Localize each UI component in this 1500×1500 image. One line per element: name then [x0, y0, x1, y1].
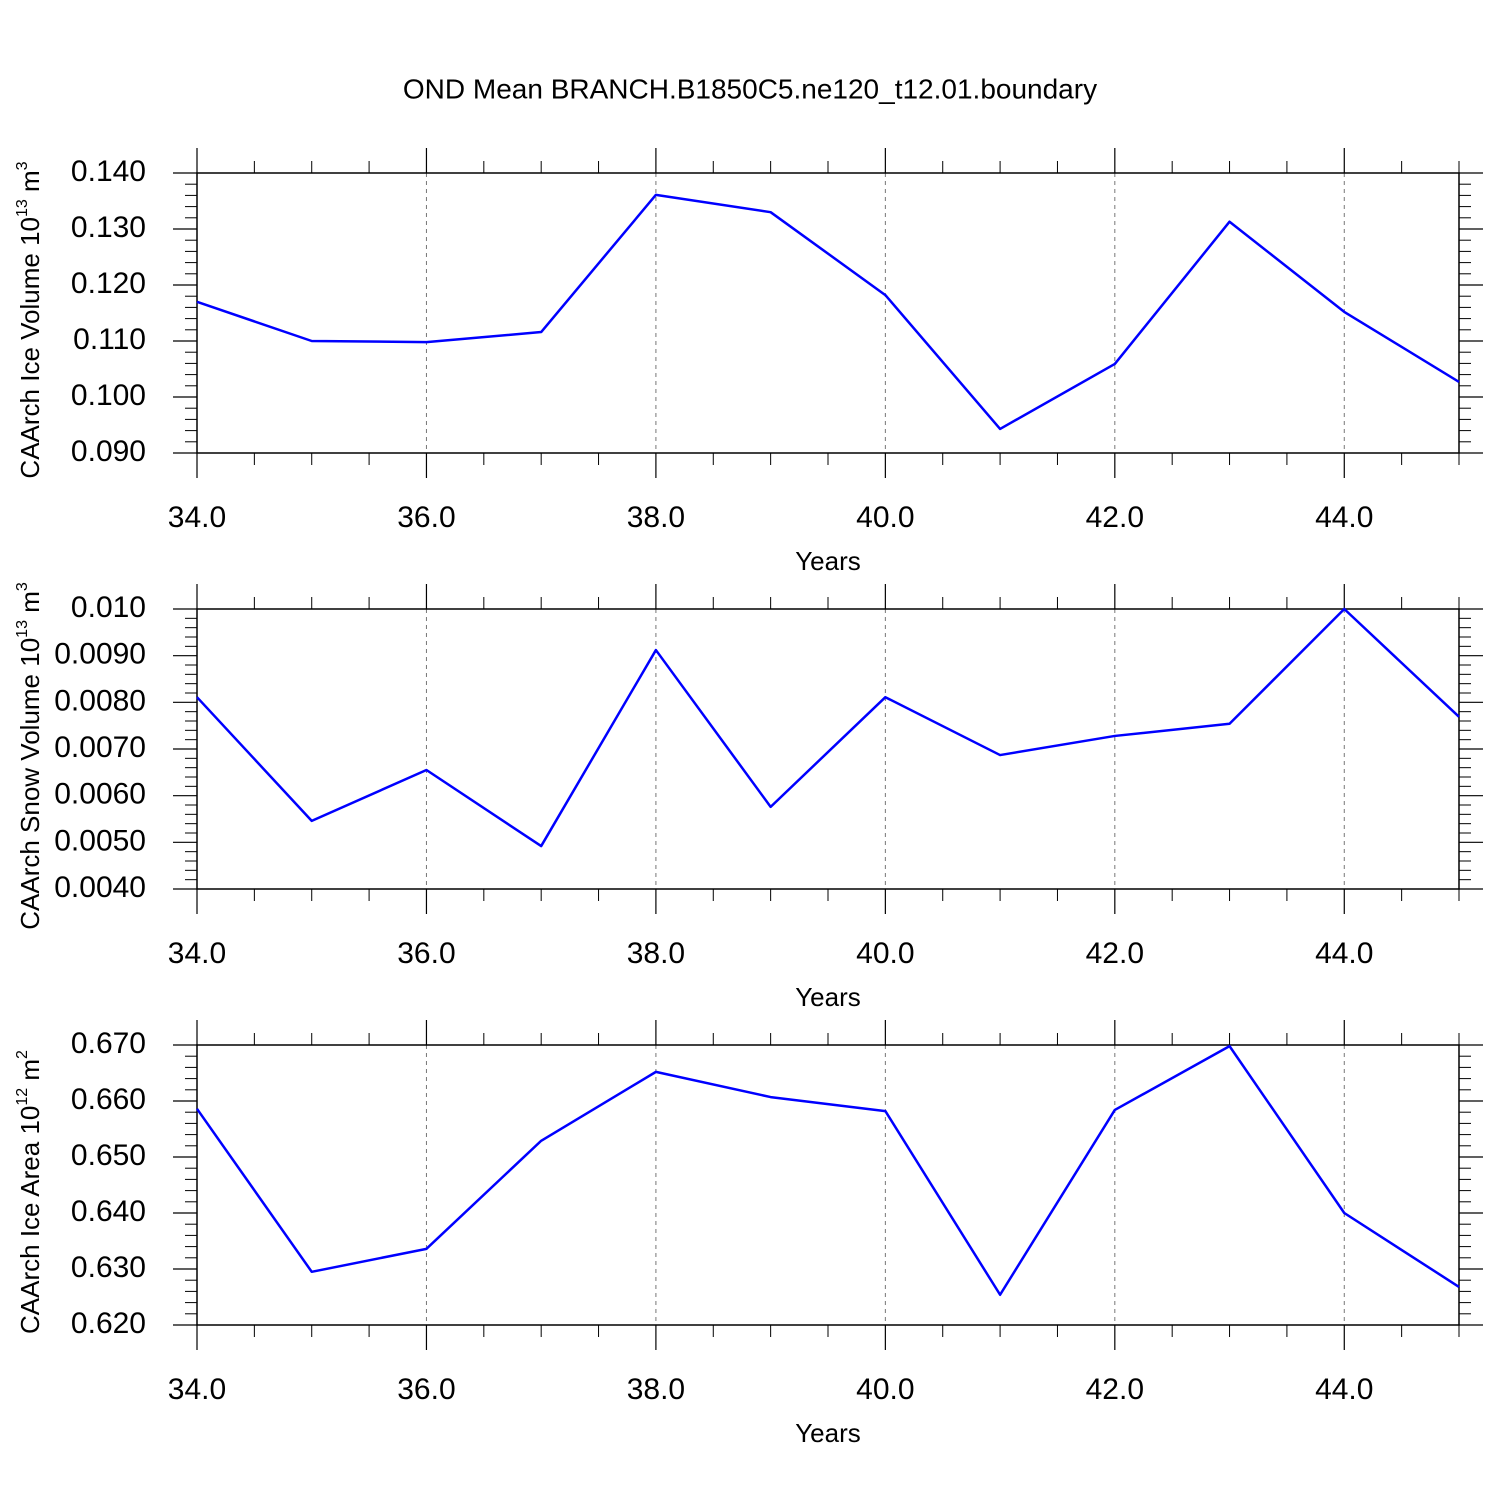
y-tick-label: 0.110: [73, 323, 146, 356]
y-tick-label: 0.0090: [54, 638, 146, 671]
y-tick-label: 0.120: [71, 267, 146, 300]
y-tick-label: 0.650: [71, 1139, 146, 1172]
y-tick-label: 0.010: [71, 591, 146, 624]
data-line: [195, 1044, 1460, 1297]
x-tick-label: 40.0: [856, 501, 914, 534]
y-tick-label: 0.090: [71, 435, 146, 468]
y-axis-label-part: m: [15, 591, 45, 620]
y-tick-label: 0.630: [71, 1251, 146, 1284]
y-tick-label: 0.100: [71, 379, 146, 412]
y-tick-label: 0.670: [71, 1027, 146, 1060]
y-axis-label-exponent: 12: [14, 1088, 31, 1106]
x-tick-label: 44.0: [1315, 937, 1373, 970]
y-axis-label-part: CAArch Snow Volume 10: [15, 638, 45, 930]
x-tick-label: 34.0: [168, 501, 226, 534]
y-axis-label: CAArch Snow Volume 1013 m3: [14, 582, 45, 930]
y-tick-label: 0.0050: [54, 824, 146, 857]
data-line: [196, 193, 1460, 431]
x-tick-label: 44.0: [1315, 1373, 1373, 1406]
y-tick-label: 0.660: [71, 1083, 146, 1116]
y-tick-label: 0.130: [71, 211, 146, 244]
x-tick-label: 42.0: [1086, 501, 1144, 534]
x-tick-label: 38.0: [627, 1373, 685, 1406]
y-axis-label-exponent: 13: [14, 620, 31, 638]
y-axis-label: CAArch Ice Volume 1013 m3: [14, 161, 45, 478]
y-tick-label: 0.0040: [54, 871, 146, 904]
y-tick-label: 0.140: [71, 155, 146, 188]
y-tick-label: 0.0060: [54, 778, 146, 811]
x-tick-label: 38.0: [627, 501, 685, 534]
plot-frame: [196, 608, 1460, 890]
x-tick-label: 40.0: [856, 1373, 914, 1406]
y-axis-label: CAArch Ice Area 1012 m2: [14, 1050, 45, 1334]
y-tick-label: 0.620: [71, 1307, 146, 1340]
y-axis-label-part: m: [15, 1059, 45, 1088]
y-tick-label: 0.0070: [54, 731, 146, 764]
y-axis-label-exponent: 3: [14, 161, 31, 170]
x-tick-label: 36.0: [397, 1373, 455, 1406]
x-axis-label: Years: [795, 982, 861, 1012]
x-tick-label: 36.0: [397, 501, 455, 534]
x-tick-label: 34.0: [168, 1373, 226, 1406]
x-tick-label: 44.0: [1315, 501, 1373, 534]
y-axis-label-part: CAArch Ice Area 10: [15, 1106, 45, 1334]
y-axis-label-exponent: 2: [14, 1050, 31, 1059]
x-tick-label: 38.0: [627, 937, 685, 970]
x-axis-label: Years: [795, 1418, 861, 1448]
x-tick-label: 34.0: [168, 937, 226, 970]
y-axis-label-exponent: 13: [14, 199, 31, 217]
data-line: [196, 607, 1460, 848]
y-tick-label: 0.640: [71, 1195, 146, 1228]
x-tick-label: 40.0: [856, 937, 914, 970]
x-tick-label: 42.0: [1086, 1373, 1144, 1406]
chart-title: OND Mean BRANCH.B1850C5.ne120_t12.01.bou…: [403, 73, 1097, 104]
x-tick-label: 36.0: [397, 937, 455, 970]
plot-frame: [196, 172, 1460, 454]
x-axis-label: Years: [795, 546, 861, 576]
y-axis-label-exponent: 3: [14, 582, 31, 591]
y-tick-label: 0.0080: [54, 684, 146, 717]
plot-frame: [196, 1044, 1460, 1326]
y-axis-label-part: CAArch Ice Volume 10: [15, 217, 45, 479]
y-axis-label-part: m: [15, 170, 45, 199]
x-tick-label: 42.0: [1086, 937, 1144, 970]
